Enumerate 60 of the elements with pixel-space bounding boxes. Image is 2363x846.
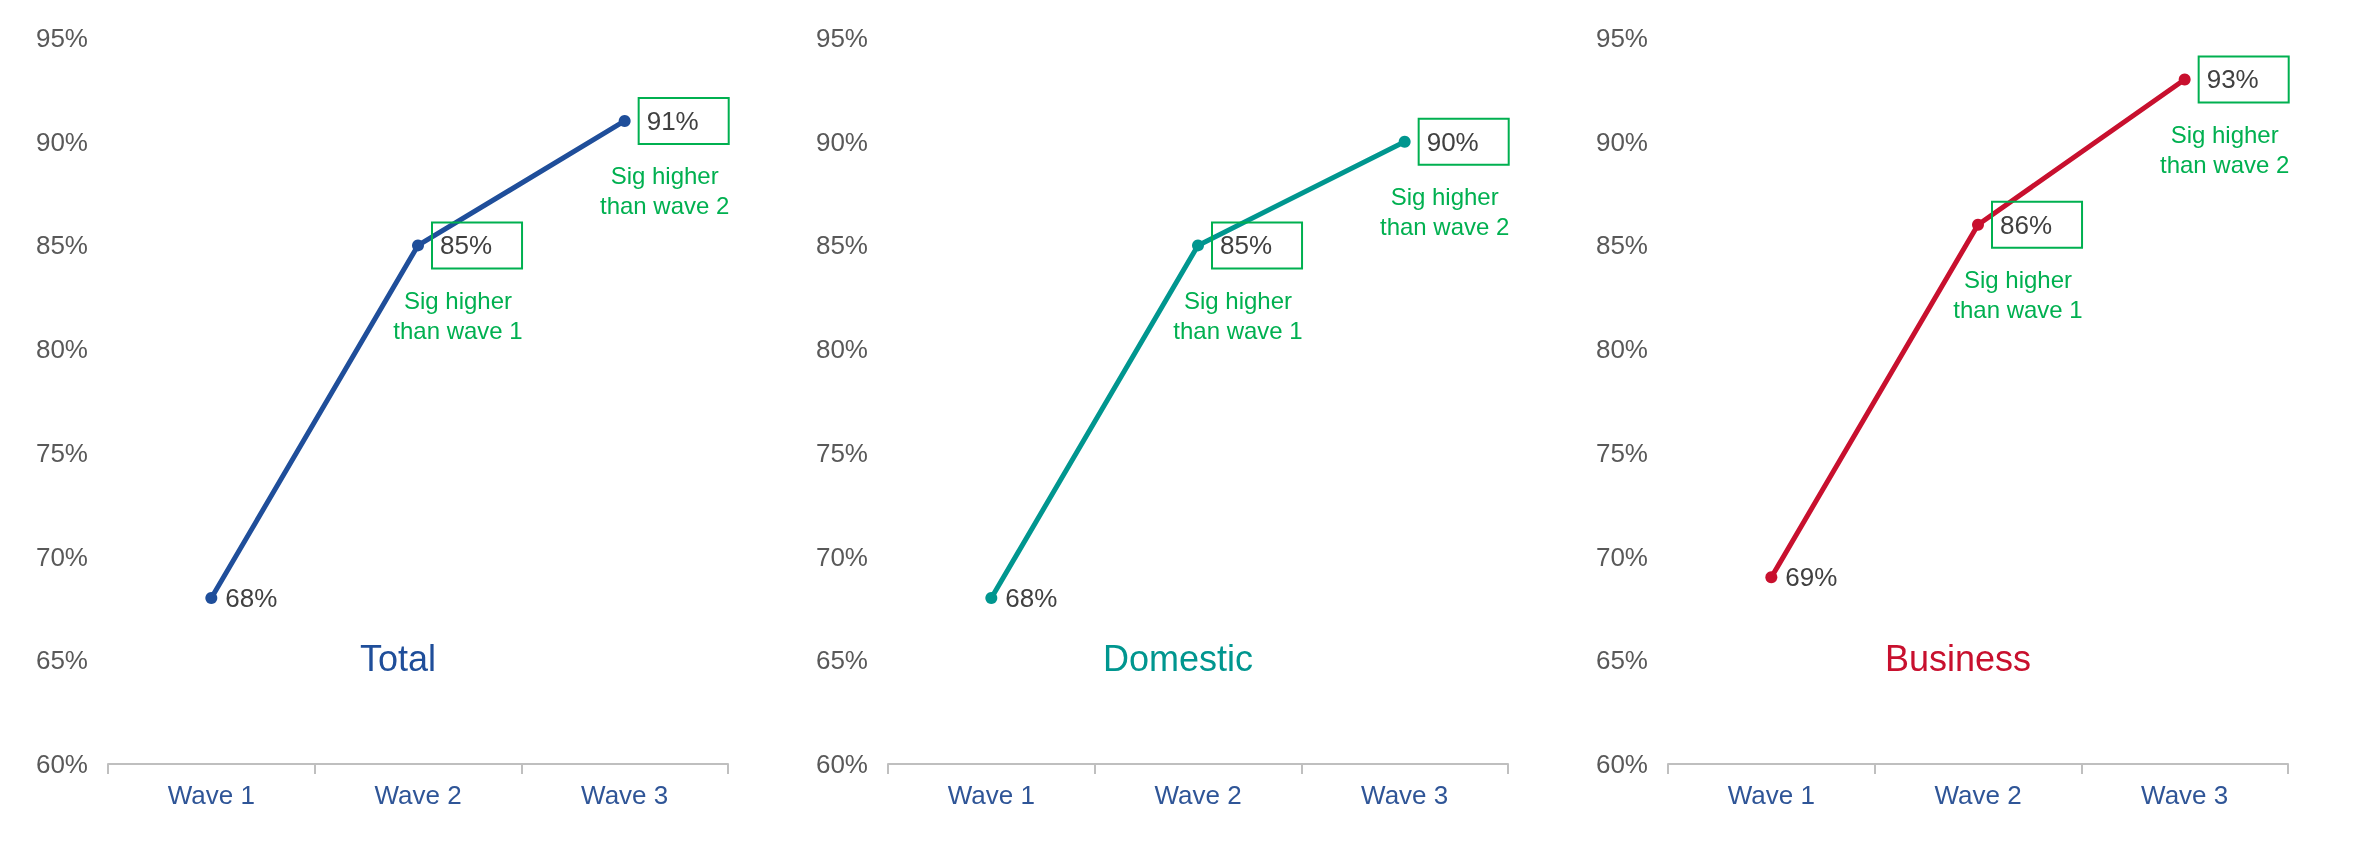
annotation: Sig higher than wave 2 (2159, 120, 2290, 178)
text: Total (359, 638, 437, 680)
y-tick-label: 75% (815, 437, 868, 468)
y-tick-label: 65% (815, 645, 868, 676)
y-tick-label: 85% (35, 230, 88, 261)
y-tick-label: 70% (35, 541, 88, 572)
x-tick-label: Wave 3 (581, 780, 669, 810)
point (1765, 571, 1778, 584)
data-label: 69% (1785, 562, 1838, 593)
y-tick-label: 70% (1595, 541, 1648, 572)
y-tick-label: 80% (815, 334, 868, 365)
annotation: Sig higher than wave 2 (1379, 183, 1510, 241)
point (2178, 73, 2191, 86)
data-label: 68% (1005, 583, 1058, 614)
y-tick-label: 65% (1595, 645, 1648, 676)
x-tick-label: Wave 1 (167, 780, 255, 810)
point (1398, 135, 1411, 148)
point (618, 114, 631, 127)
annotation: Sig higher than wave 1 (1953, 266, 2083, 324)
y-tick-label: 90% (35, 126, 88, 157)
data-label: 90% (1426, 126, 1479, 157)
y-tick-label: 95% (1595, 23, 1648, 53)
data-label: 93% (2206, 64, 2259, 95)
y-tick-label: 60% (1595, 749, 1648, 779)
y-tick-label: 90% (815, 126, 868, 157)
y-tick-label: 75% (1595, 437, 1648, 468)
x-tick-label: Wave 3 (2141, 780, 2229, 810)
y-tick-label: 85% (815, 230, 868, 261)
x-tick-label: Wave 2 (374, 780, 462, 810)
x-tick-label: Wave 3 (1361, 780, 1449, 810)
y-tick-label: 60% (35, 749, 88, 779)
y-tick-label: 80% (35, 334, 88, 365)
y-tick-label: 90% (1595, 126, 1648, 157)
y-tick-label: 80% (1595, 334, 1648, 365)
data-label: 91% (646, 105, 699, 136)
data-label: 85% (440, 230, 493, 261)
y-tick-label: 75% (35, 437, 88, 468)
text: Domestic (1102, 638, 1254, 680)
point (205, 592, 218, 605)
y-tick-label: 70% (815, 541, 868, 572)
data-label: 86% (2000, 209, 2053, 240)
point (412, 239, 424, 252)
annotation: Sig higher than wave 1 (393, 286, 523, 344)
data-label: 85% (1220, 230, 1273, 261)
x-tick-label: Wave 2 (1934, 780, 2022, 810)
y-tick-label: 65% (35, 645, 88, 676)
x-tick-label: Wave 2 (1154, 780, 1242, 810)
point (985, 592, 998, 605)
x-tick-label: Wave 1 (947, 780, 1035, 810)
data-label: 68% (225, 583, 278, 614)
annotation: Sig higher than wave 2 (599, 162, 730, 220)
y-tick-label: 95% (815, 23, 868, 53)
y-tick-label: 85% (1595, 230, 1648, 261)
y-tick-label: 60% (815, 749, 868, 779)
annotation: Sig higher than wave 1 (1173, 286, 1303, 344)
y-tick-label: 95% (35, 23, 88, 53)
point (1192, 239, 1204, 252)
point (1972, 218, 1984, 231)
x-tick-label: Wave 1 (1727, 780, 1815, 810)
text: Business (1884, 638, 2032, 680)
